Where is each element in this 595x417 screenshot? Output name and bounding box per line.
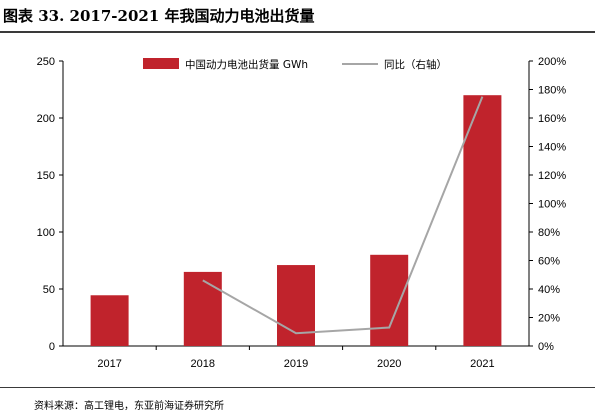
- x-tick-label: 2018: [191, 358, 215, 370]
- right-tick-label: 60%: [538, 256, 560, 268]
- yoy-line: [202, 96, 484, 335]
- right-tick-label: 40%: [538, 284, 560, 296]
- x-tick-label: 2019: [284, 358, 308, 370]
- right-tick-label: 180%: [538, 85, 566, 97]
- x-tick-label: 2017: [97, 358, 121, 370]
- bar-2020: [370, 254, 409, 346]
- right-tick-label: 0%: [538, 341, 554, 353]
- title-rule: [0, 31, 595, 33]
- left-tick-label: 150: [37, 170, 55, 182]
- left-tick-label: 250: [37, 56, 55, 68]
- bar-2018: [183, 271, 222, 346]
- legend-bar-label: 中国动力电池出货量 GWh: [185, 58, 308, 71]
- left-tick-label: 50: [43, 284, 55, 296]
- legend-line-label: 同比（右轴）: [384, 58, 447, 71]
- right-tick-label: 200%: [538, 56, 566, 68]
- x-tick-label: 2021: [470, 358, 494, 370]
- source-rule: [0, 387, 595, 388]
- left-tick-label: 200: [37, 113, 55, 125]
- right-tick-label: 140%: [538, 142, 566, 154]
- bar-2017: [90, 295, 129, 346]
- right-tick-label: 120%: [538, 170, 566, 182]
- right-tick-label: 160%: [538, 113, 566, 125]
- x-tick-label: 2020: [377, 358, 401, 370]
- right-tick-label: 20%: [538, 313, 560, 325]
- right-tick-label: 80%: [538, 227, 560, 239]
- bar-2021: [463, 95, 502, 346]
- right-tick-label: 100%: [538, 199, 566, 211]
- source-note: 资料来源：高工锂电，东亚前海证券研究所: [34, 401, 224, 412]
- left-tick-label: 0: [49, 341, 55, 353]
- legend-bar-swatch: [143, 58, 179, 69]
- left-tick-label: 100: [37, 227, 55, 239]
- chart-area: 0 50 100 150 200 250 0% 20% 40% 60% 80% 100% 120% 140…: [37, 56, 567, 370]
- figure-title: 图表 33. 2017-2021 年我国动力电池出货量: [3, 7, 315, 25]
